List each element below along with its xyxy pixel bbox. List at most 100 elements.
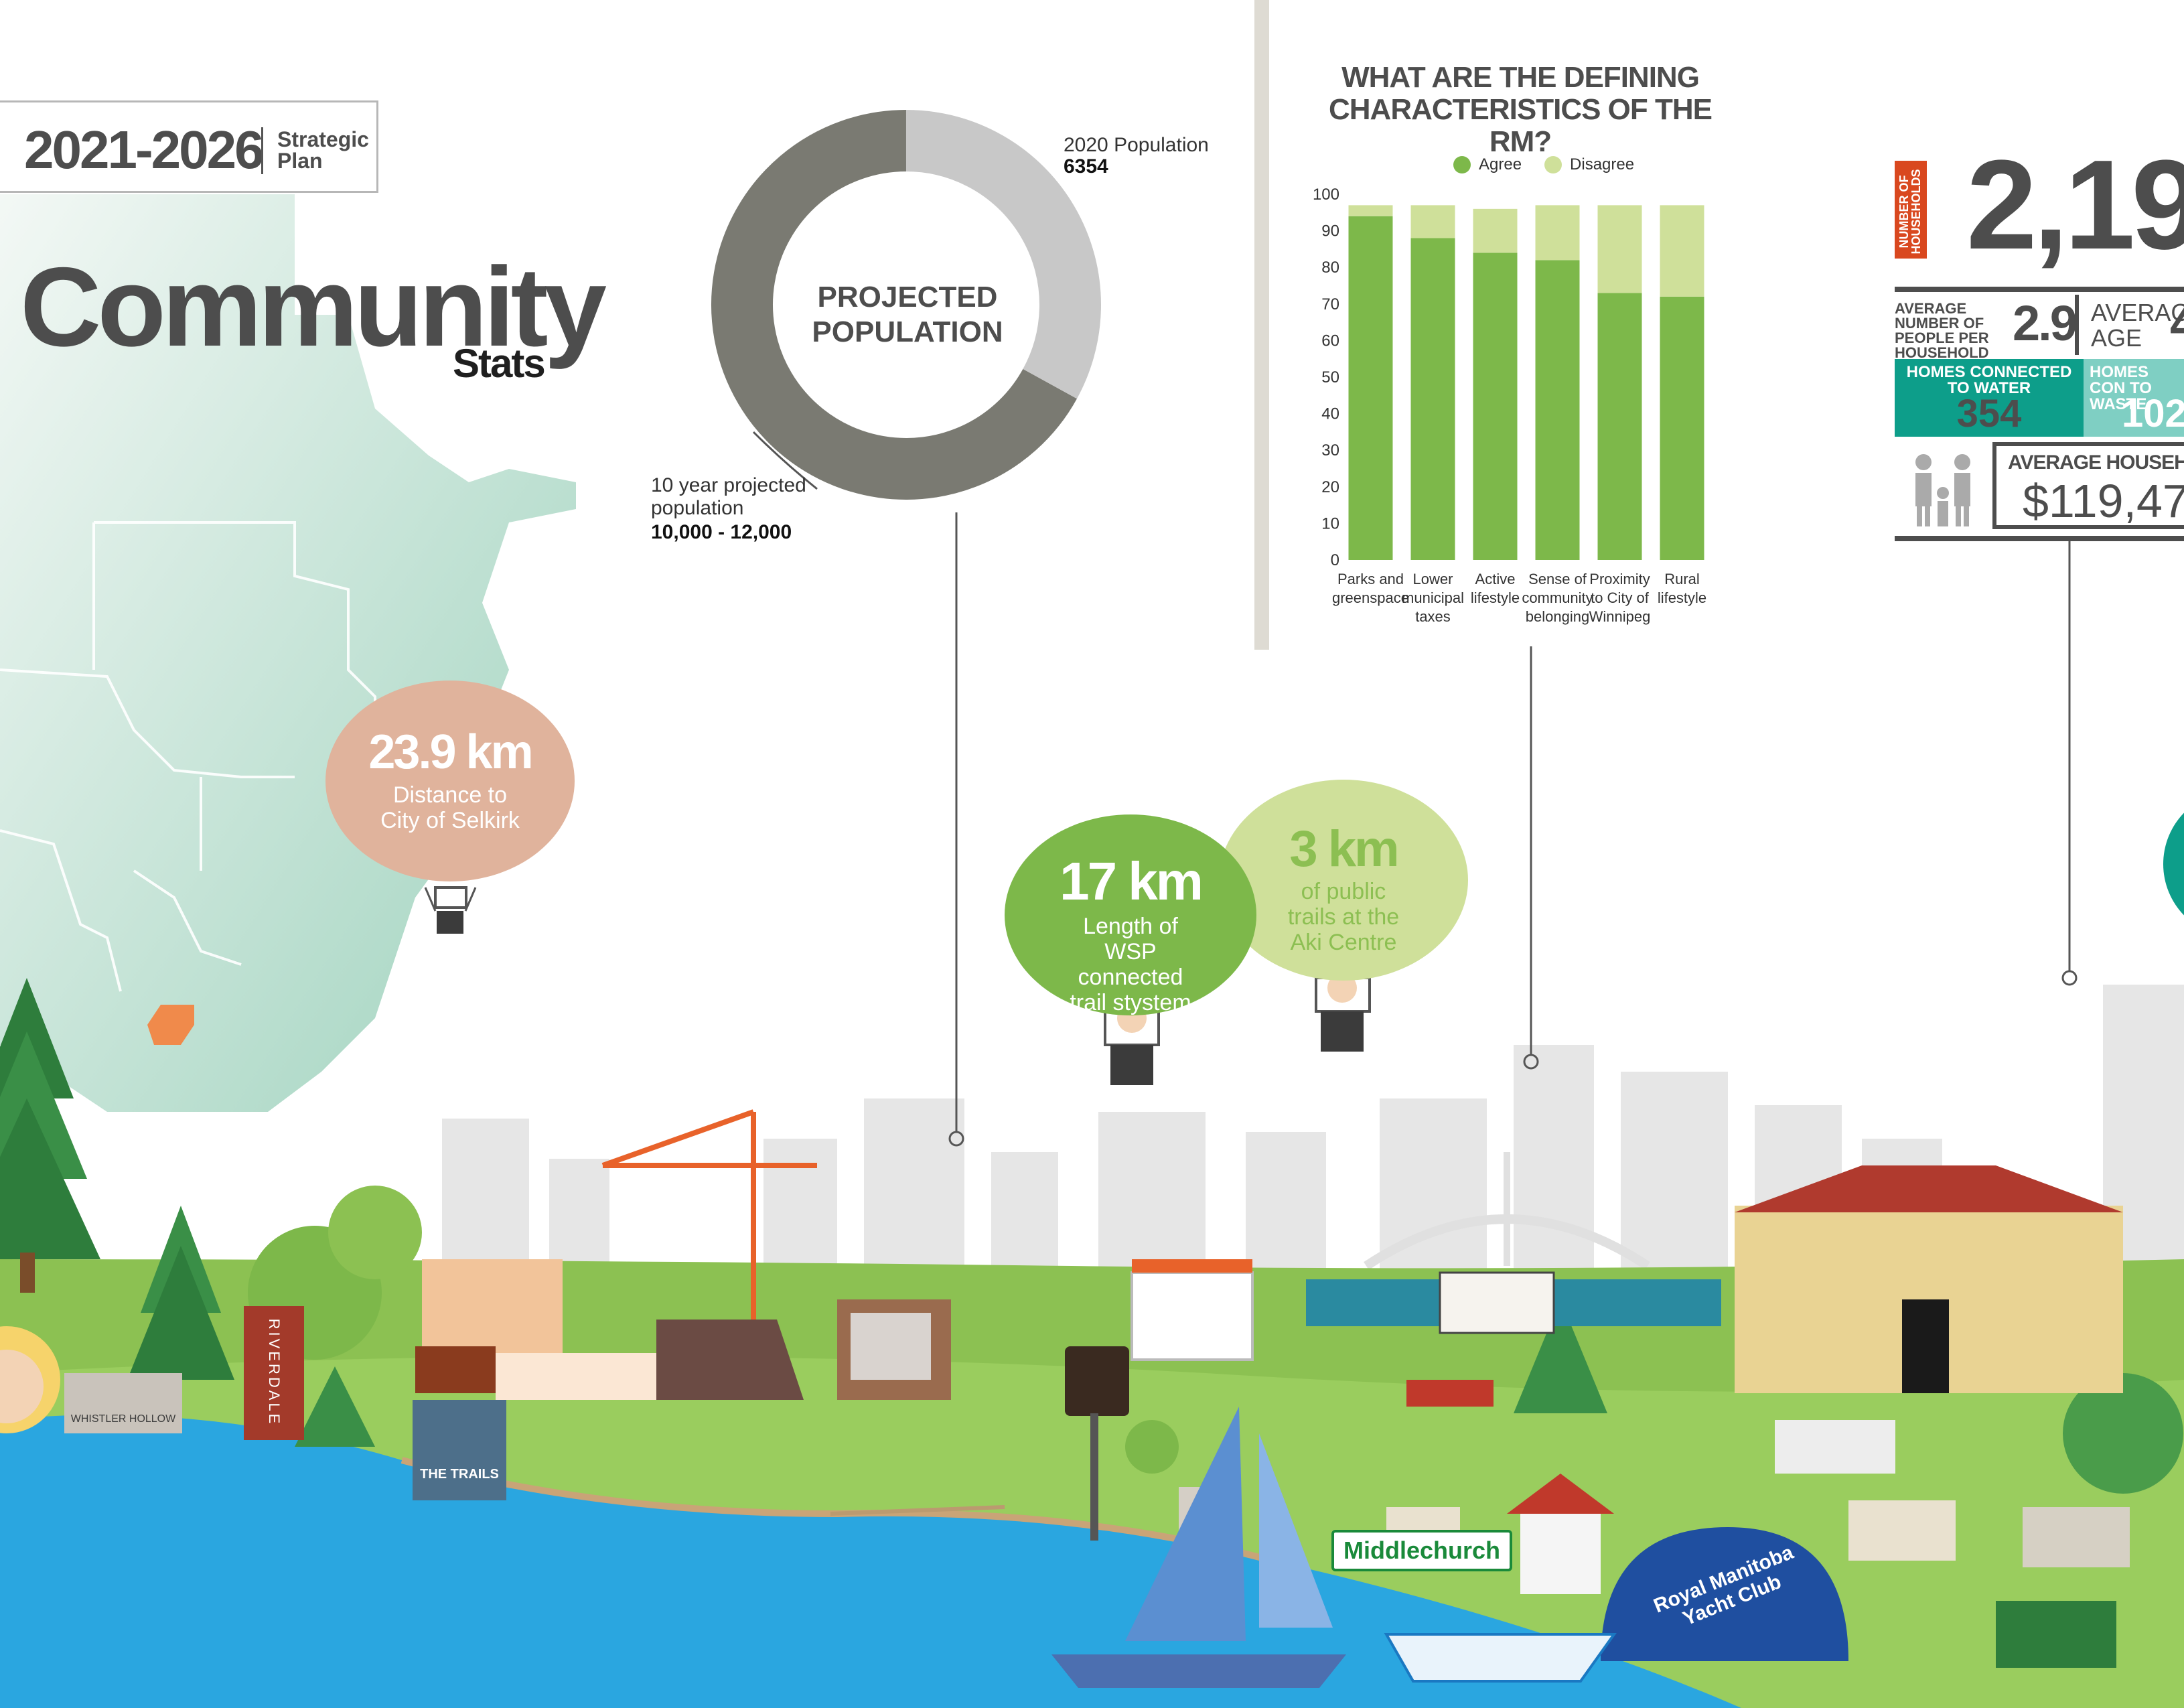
plan-divider xyxy=(261,127,263,174)
y-tick-label: 40 xyxy=(1321,405,1339,423)
legend-swatch-agree xyxy=(1453,156,1471,173)
family-icon xyxy=(1895,442,1992,536)
households-count: 2,19 xyxy=(1966,134,2184,276)
donut-center-label: PROJECTED POPULATION xyxy=(812,281,1003,348)
projected-population-value: 10,000 - 12,000 xyxy=(651,521,792,543)
balloon-wsp: 17 km Length of WSP connected trail stys… xyxy=(1005,814,1256,1015)
legend-item-agree: Agree xyxy=(1453,155,1522,174)
balloon-wsp-value: 17 km xyxy=(1060,851,1204,911)
average-age-value: 4 xyxy=(2170,295,2184,351)
y-tick-label: 80 xyxy=(1321,259,1339,277)
projected-population-label: 10 year projected population xyxy=(651,474,806,519)
connector-lines xyxy=(752,431,2078,1147)
chart-title: WHAT ARE THE DEFINING CHARACTERISTICS OF… xyxy=(1329,61,1713,158)
bar-agree xyxy=(1348,216,1393,560)
category-label: Proximity to City of Winnipeg xyxy=(1589,571,1651,625)
balloon-aki: 3 km of public trails at the Aki Centre xyxy=(1219,780,1468,981)
stat-divider xyxy=(2075,295,2079,355)
income-label: AVERAGE HOUSEHOLD xyxy=(2008,451,2184,474)
bar-agree xyxy=(1597,293,1642,560)
legend-label-agree: Agree xyxy=(1479,155,1522,173)
page-title: Community xyxy=(20,244,607,370)
partial-teal-circle xyxy=(2163,812,2184,916)
bar-agree xyxy=(1535,260,1580,560)
income-value: $119,47 xyxy=(2023,475,2184,527)
middlechurch-sign: Middlechurch xyxy=(1331,1530,1513,1571)
panel-divider xyxy=(1254,0,1269,650)
yacht-club-badge xyxy=(1601,1527,1848,1661)
y-tick-label: 70 xyxy=(1321,295,1339,313)
bar-disagree xyxy=(1535,205,1580,261)
map-lines xyxy=(0,521,403,992)
balloon-selkirk-value: 23.9 km xyxy=(368,725,533,779)
balloon-aki-text: of public trails at the Aki Centre xyxy=(1287,879,1400,955)
crane xyxy=(601,1109,817,1326)
plan-header-box xyxy=(0,100,378,193)
y-tick-label: 50 xyxy=(1321,368,1339,386)
legend-swatch-disagree xyxy=(1544,156,1562,173)
trail-sign xyxy=(1065,1346,1129,1416)
y-tick-label: 20 xyxy=(1321,478,1339,496)
page-subtitle: Stats xyxy=(453,341,546,386)
bar-disagree xyxy=(1348,205,1393,216)
map-highlight xyxy=(147,1005,194,1045)
bar-disagree xyxy=(1660,205,1704,297)
sailboat xyxy=(1051,1407,1346,1688)
bar-agree xyxy=(1473,253,1518,560)
y-tick-label: 30 xyxy=(1321,441,1339,459)
family-icon-svg xyxy=(1915,454,1970,526)
speedboat xyxy=(1384,1633,1617,1683)
people-per-household-label: AVERAGE NUMBER OF PEOPLE PER HOUSEHOLD xyxy=(1895,300,1989,361)
y-tick-label: 90 xyxy=(1321,222,1339,240)
riverdale-sign: RIVERDALE xyxy=(244,1306,304,1440)
bar-agree xyxy=(1660,296,1704,560)
legend-label-disagree: Disagree xyxy=(1570,155,1635,173)
water-box xyxy=(1895,359,2084,437)
plan-label: Strategic Plan xyxy=(277,127,369,173)
y-tick-label: 60 xyxy=(1321,332,1339,350)
donut-slice-current xyxy=(905,110,1101,399)
balloon-selkirk-text: Distance to City of Selkirk xyxy=(380,782,520,833)
y-tick-label: 0 xyxy=(1331,551,1339,569)
garbage-truck xyxy=(1996,1601,2116,1668)
trails-text: THE TRAILS xyxy=(420,1467,499,1482)
donut-slice-projected xyxy=(711,110,1077,500)
bar-disagree xyxy=(1473,208,1518,253)
average-age-label: AVERAGE AGE xyxy=(2091,299,2184,352)
whistler-hollow-text: WHISTLER HOLLOW xyxy=(70,1413,176,1425)
bar-agree xyxy=(1410,238,1455,560)
trails-sign: THE TRAILS xyxy=(413,1400,506,1500)
current-population-value: 6354 xyxy=(1064,155,1108,177)
bar-disagree xyxy=(1597,205,1642,293)
category-label: Lower municipal taxes xyxy=(1402,571,1464,625)
legend-item-disagree: Disagree xyxy=(1544,155,1634,174)
riverdale-text: RIVERDALE xyxy=(266,1318,283,1427)
water-value: 354 xyxy=(1956,392,2022,435)
category-label: Rural lifestyle xyxy=(1658,571,1706,606)
households-top-rule xyxy=(1895,287,2184,292)
bar-disagree xyxy=(1410,205,1455,238)
population-donut xyxy=(711,110,1101,500)
balloon-selkirk: 23.9 km Distance to City of Selkirk xyxy=(325,681,575,881)
balloon-aki-value: 3 km xyxy=(1289,821,1399,877)
chart-legend: Agree Disagree xyxy=(1453,155,1634,174)
category-label: Sense of community belonging xyxy=(1522,571,1593,625)
households-vertical-text: NUMBER OF HOUSEHOLDS xyxy=(1897,169,1923,255)
people-per-household-value: 2.9 xyxy=(2013,295,2078,351)
map-region xyxy=(0,194,576,1112)
y-tick-label: 100 xyxy=(1313,186,1339,204)
balloon-wsp-text: Length of WSP connected trail stystem xyxy=(1070,914,1191,1015)
income-box xyxy=(1992,442,2184,529)
waste-value: 102 xyxy=(2122,392,2184,435)
y-tick-label: 10 xyxy=(1321,514,1339,532)
category-label: Active lifestyle xyxy=(1471,571,1520,606)
current-population-label: 2020 Population xyxy=(1064,134,1209,156)
waste-box xyxy=(2084,359,2184,437)
waste-label: HOMES CON TO WASTE xyxy=(2090,364,2152,413)
whistler-hollow-sign: WHISTLER HOLLOW xyxy=(64,1373,182,1433)
households-vertical-label: NUMBER OF HOUSEHOLDS xyxy=(1895,161,1927,259)
plan-years: 2021-2026 xyxy=(24,120,265,180)
trees xyxy=(0,978,2183,1494)
water-label: HOMES CONNECTED TO WATER xyxy=(1906,363,2072,397)
